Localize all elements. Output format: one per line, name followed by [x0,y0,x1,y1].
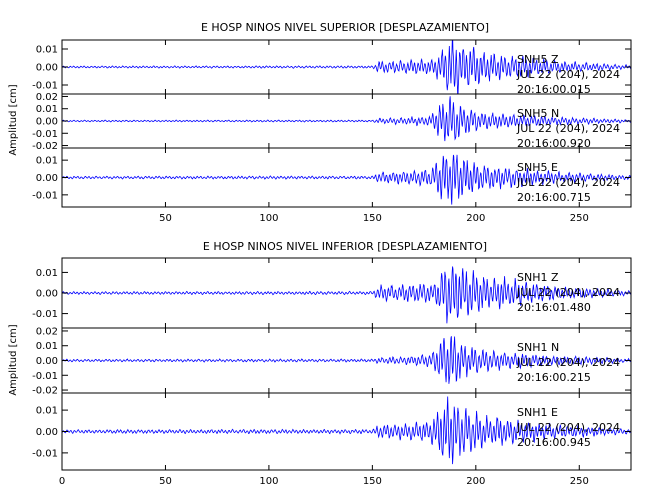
station-component-label: SNH1 Z [517,271,559,284]
y-tick-label: 0.01 [36,45,58,56]
seismogram-panel: 0.01 0.00 -0.01 SNH1 E JUL 22 (204), 2024 20:… [32,392,632,471]
y-axis-label: Amplitud [cm] [8,324,19,395]
chart-title: E HOSP NINOS NIVEL SUPERIOR [DESPLAZAMIE… [201,21,489,34]
waveform-trace [62,396,631,465]
y-tick-label: -0.02 [32,141,58,152]
waveform-trace [62,40,631,94]
record-date-label: JUL 22 (204), 2024 [516,421,620,434]
waveform-trace [62,96,631,142]
record-date-label: JUL 22 (204), 2024 [516,286,620,299]
record-date-label: JUL 22 (204), 2024 [516,122,620,135]
record-time-label: 20:16:00.945 [517,436,591,449]
record-time-label: 20:16:00.920 [517,137,591,150]
x-tick-label: 200 [466,476,485,487]
y-tick-label: -0.01 [32,309,58,320]
y-axis-label: Amplitud [cm] [8,84,19,155]
y-tick-label: -0.02 [32,386,58,397]
x-tick-label: 0 [59,476,65,487]
x-tick-label: 100 [259,476,278,487]
y-tick-label: 0.00 [36,173,58,184]
station-component-label: SNH1 E [517,406,558,419]
waveform-trace [62,154,631,205]
record-time-label: 20:16:00.715 [517,191,591,204]
y-tick-label: -0.01 [32,129,58,140]
y-tick-label: 0.00 [36,289,58,300]
station-component-label: SNH5 Z [517,53,559,66]
record-date-label: JUL 22 (204), 2024 [516,356,620,369]
y-tick-label: 0.00 [36,63,58,74]
y-tick-label: 0.00 [36,356,58,367]
x-tick-label: 50 [159,213,172,224]
seismogram-panel: 0.01 0.00 -0.01 SNH5 Z JUL 22 (204), 2024 20:… [32,39,632,96]
y-tick-label: -0.01 [32,371,58,382]
y-tick-label: 0.00 [36,427,58,438]
y-tick-label: 0.01 [36,268,58,279]
y-tick-label: 0.02 [36,92,58,103]
y-tick-label: 0.01 [36,406,58,417]
y-tick-label: -0.01 [32,81,58,92]
record-date-label: JUL 22 (204), 2024 [516,176,620,189]
station-component-label: SNH5 N [517,107,559,120]
record-time-label: 20:16:00.215 [517,371,591,384]
y-tick-label: 0.01 [36,104,58,115]
record-date-label: JUL 22 (204), 2024 [516,68,620,81]
record-time-label: 20:16:01.480 [517,301,591,314]
y-tick-label: 0.01 [36,156,58,167]
station-component-label: SNH1 N [517,341,559,354]
chart-title: E HOSP NINOS NIVEL INFERIOR [DESPLAZAMIE… [203,240,487,253]
chart-upper: E HOSP NINOS NIVEL SUPERIOR [DESPLAZAMIE… [8,21,632,224]
x-tick-label: 250 [570,213,589,224]
x-tick-label: 150 [363,213,382,224]
x-tick-label: 100 [259,213,278,224]
station-component-label: SNH5 E [517,161,558,174]
waveform-trace [62,336,631,384]
seismogram-panel: 0.020.01 0.00-0.01-0.02 SNH5 N JUL 22 (204)… [32,92,632,152]
seismogram-panel: 0.02 0.01 0.00 -0.01 -0.02 SNH1 N JUL 22 (204)… [32,326,632,397]
seismogram-panel: 0.01 0.00 -0.01 SNH1 Z JUL 22 (204), 2024 20:… [32,257,632,329]
x-tick-label: 250 [570,476,589,487]
x-tick-label: 200 [466,213,485,224]
waveform-trace [62,266,631,324]
chart-lower: E HOSP NINOS NIVEL INFERIOR [DESPLAZAMIE… [8,240,632,487]
record-time-label: 20:16:00.015 [517,83,591,96]
seismogram-panel: 0.01 0.00 -0.01 SNH5 E JUL 22 (204), 2024 20:… [32,147,632,208]
x-tick-label: 50 [159,476,172,487]
y-tick-label: 0.00 [36,117,58,128]
x-tick-label: 150 [363,476,382,487]
y-tick-label: 0.01 [36,341,58,352]
y-tick-label: -0.01 [32,190,58,201]
y-tick-label: 0.02 [36,326,58,337]
y-tick-label: -0.01 [32,448,58,459]
